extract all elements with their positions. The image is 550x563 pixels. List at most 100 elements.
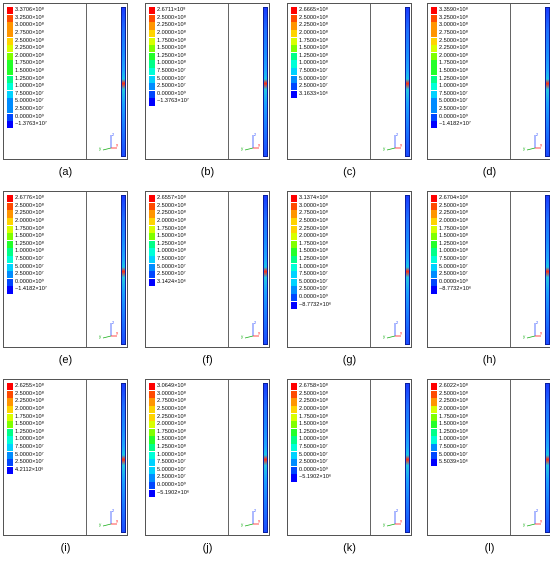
legend-row: 0.0000×10⁰ <box>291 293 331 302</box>
legend-value: 1.5000×10⁸ <box>157 45 186 52</box>
color-legend: 3.3590×10⁸ 3.2500×10⁸ 3.0000×10⁸ 2.7500×10⁸… <box>431 7 471 129</box>
legend-row: 1.5000×10⁸ <box>291 248 331 256</box>
legend-row: 2.5000×10⁸ <box>291 390 331 399</box>
contour-plot-frame: 3.3590×10⁸ 3.2500×10⁸ 3.0000×10⁸ 2.7500×10⁸… <box>427 3 550 160</box>
contour-plot-frame: 3.3706×10⁸ 3.2500×10⁸ 3.0000×10⁸ 2.7500×10⁸… <box>3 3 128 160</box>
legend-swatch <box>149 225 155 233</box>
legend-row: 1.2500×10⁸ <box>431 75 471 83</box>
legend-value: 2.2500×10⁸ <box>299 398 328 405</box>
legend-value: 1.2500×10⁸ <box>157 240 186 247</box>
legend-swatch <box>431 428 437 436</box>
svg-text:x: x <box>400 143 403 148</box>
panel-b: 2.6711×10⁸ 2.5000×10⁸ 2.2500×10⁸ 2.0000×10⁸… <box>145 3 272 184</box>
legend-value: 1.0000×10⁸ <box>299 60 328 67</box>
legend-row: 1.5000×10⁸ <box>7 67 47 76</box>
domain-boundary-line <box>510 192 511 347</box>
legend-swatch <box>7 278 13 286</box>
legend-row: 5.0000×10⁷ <box>431 263 471 271</box>
legend-value: 2.6704×10⁸ <box>439 195 468 202</box>
svg-text:x: x <box>258 519 261 524</box>
legend-row: 1.0000×10⁸ <box>7 436 44 444</box>
legend-swatch <box>7 443 13 452</box>
legend-row: 2.2500×10⁸ <box>7 398 44 406</box>
legend-swatch <box>431 14 437 22</box>
legend-value: 2.0000×10⁸ <box>439 52 468 59</box>
legend-row: 2.5000×10⁷ <box>149 474 189 482</box>
legend-row: 3.1424×10⁶ <box>149 278 186 287</box>
legend-row: 1.2500×10⁸ <box>291 52 328 61</box>
legend-row: 1.0000×10⁸ <box>291 263 331 271</box>
legend-swatch <box>7 37 13 45</box>
legend-swatch <box>7 210 13 218</box>
legend-row: −8.7732×10⁶ <box>291 301 331 309</box>
legend-swatch <box>7 405 13 414</box>
svg-text:x: x <box>258 143 261 148</box>
legend-swatch <box>7 217 13 226</box>
legend-swatch <box>291 240 297 248</box>
legend-swatch <box>149 383 155 391</box>
color-legend: 2.6704×10⁸ 2.5000×10⁸ 2.2500×10⁸ 2.0000×10⁸… <box>431 195 471 294</box>
panel-caption: (b) <box>200 166 215 178</box>
legend-swatch <box>291 233 297 241</box>
coordinate-axes-icon: z x y <box>521 131 543 151</box>
legend-value: 2.2500×10⁸ <box>15 398 44 405</box>
legend-swatch <box>291 22 297 30</box>
svg-text:x: x <box>116 519 119 524</box>
legend-row: 1.7500×10⁸ <box>7 413 44 421</box>
legend-swatch <box>149 7 155 15</box>
svg-text:z: z <box>536 320 539 325</box>
legend-row: 7.5000×10⁷ <box>149 255 186 264</box>
legend-value: 5.0000×10⁷ <box>299 75 328 82</box>
legend-value: −1.4182×10⁷ <box>15 286 47 293</box>
legend-row: 2.5000×10⁷ <box>431 271 471 279</box>
legend-swatch <box>291 436 297 444</box>
svg-text:z: z <box>396 132 399 137</box>
legend-value: 2.6665×10⁸ <box>299 7 328 14</box>
legend-value: 2.6255×10⁸ <box>15 383 44 390</box>
legend-row: 5.0000×10⁷ <box>431 98 471 106</box>
legend-value: 2.2500×10⁸ <box>439 398 468 405</box>
legend-row: 1.7500×10⁸ <box>149 225 186 233</box>
legend-value: 1.2500×10⁸ <box>439 428 468 435</box>
legend-row: 3.1374×10⁸ <box>291 195 331 203</box>
legend-swatch <box>7 22 13 30</box>
legend-row: 2.5000×10⁸ <box>149 202 186 211</box>
legend-row: 7.5000×10⁷ <box>149 67 189 76</box>
legend-swatch <box>291 263 297 271</box>
legend-swatch <box>7 14 13 22</box>
legend-swatch <box>291 60 297 68</box>
domain-boundary-line <box>228 192 229 347</box>
legend-value: 5.0000×10⁷ <box>439 98 468 105</box>
legend-value: 7.5000×10⁷ <box>439 256 468 263</box>
legend-swatch <box>291 45 297 53</box>
legend-value: −5.1902×10⁶ <box>157 489 190 496</box>
legend-swatch <box>431 233 437 241</box>
legend-value: 5.0000×10⁷ <box>439 263 468 270</box>
legend-row: 5.0000×10⁷ <box>7 263 47 271</box>
legend-row: 2.5000×10⁸ <box>291 14 328 23</box>
legend-row: 2.0000×10⁸ <box>431 52 471 61</box>
legend-row: 2.0000×10⁸ <box>7 217 47 226</box>
legend-swatch <box>7 390 13 398</box>
legend-value: 2.2500×10⁸ <box>15 45 44 52</box>
stress-contour-column <box>121 195 126 345</box>
svg-text:z: z <box>112 508 115 513</box>
legend-row: 0.0000×10⁰ <box>7 113 47 121</box>
stress-contour-column <box>263 383 268 533</box>
legend-row: 5.0000×10⁷ <box>291 278 331 287</box>
legend-swatch <box>7 459 13 467</box>
svg-text:y: y <box>241 522 244 527</box>
legend-swatch <box>291 195 297 203</box>
svg-text:x: x <box>400 331 403 336</box>
legend-swatch <box>149 481 155 490</box>
svg-text:z: z <box>536 508 539 513</box>
panel-k: 2.6758×10⁸ 2.5000×10⁸ 2.2500×10⁸ 2.0000×10⁸… <box>287 379 414 560</box>
legend-swatch <box>291 29 297 38</box>
legend-row: 2.0000×10⁸ <box>291 405 331 414</box>
legend-value: 1.5000×10⁸ <box>439 233 468 240</box>
legend-row: 2.2500×10⁸ <box>291 225 331 233</box>
legend-row: 1.2500×10⁸ <box>7 75 47 83</box>
legend-row: 2.7500×10⁸ <box>431 29 471 38</box>
legend-value: 1.0000×10⁸ <box>439 248 468 255</box>
legend-value: 2.6557×10⁸ <box>157 195 186 202</box>
